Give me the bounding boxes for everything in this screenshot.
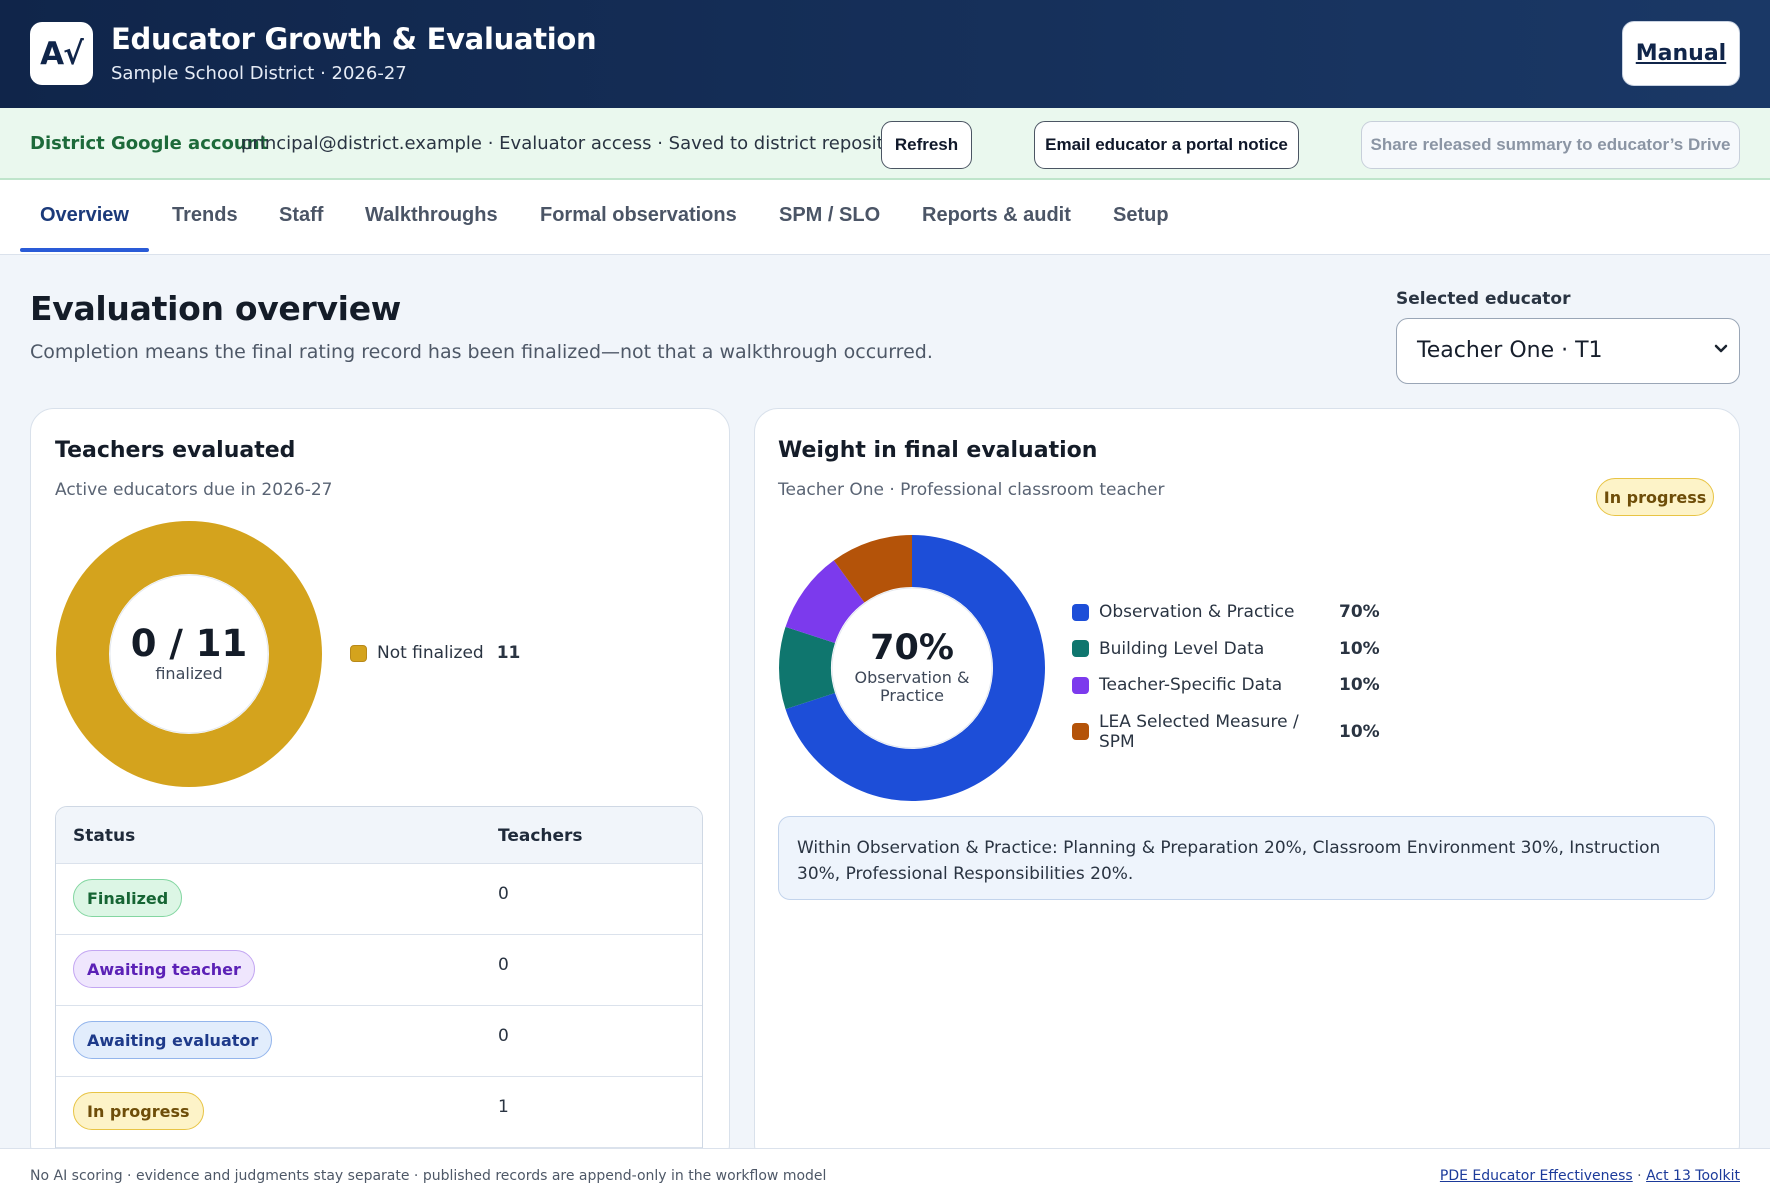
refresh-button[interactable]: Refresh (881, 121, 972, 169)
table-header: Status Teachers (56, 807, 702, 864)
tab-overview[interactable]: Overview (40, 204, 129, 226)
teacher-count: 0 (498, 884, 509, 904)
legend-value: 10% (1339, 675, 1380, 695)
pde-link[interactable]: PDE Educator Effectiveness (1439, 1168, 1633, 1184)
finalized-center-label: finalized (155, 664, 223, 683)
legend-label: Observation & Practice (1099, 602, 1295, 622)
chevron-down-icon (1714, 344, 1728, 353)
weight-slice-building-level-data (779, 626, 835, 710)
tab-bar: Overview Trends Staff Walkthroughs Forma… (0, 180, 1770, 255)
table-row: Finalized 0 (56, 864, 702, 935)
teacher-count: 0 (498, 955, 509, 975)
legend-label: LEA Selected Measure / SPM (1099, 711, 1299, 752)
table-row: In progress 1 (56, 1077, 702, 1148)
footer: No AI scoring · evidence and judgments s… (0, 1148, 1770, 1200)
legend-item: LEA Selected Measure / SPM 10% (1072, 712, 1380, 752)
status-badge: In progress (1596, 478, 1714, 516)
legend-value: 70% (1339, 602, 1380, 622)
email-notice-button[interactable]: Email educator a portal notice (1034, 121, 1299, 169)
weight-slice-teacher-specific-data (785, 560, 865, 643)
teachers-card-title: Teachers evaluated (55, 438, 296, 463)
educator-select[interactable]: Teacher One · T1 (1396, 318, 1740, 384)
table-row: Awaiting teacher 0 (56, 935, 702, 1006)
app-header: A√ Educator Growth & Evaluation Sample S… (0, 0, 1770, 108)
weight-center-value: 70% (870, 628, 954, 668)
app-title: Educator Growth & Evaluation (111, 22, 597, 56)
legend-item: Observation & Practice 70% (1072, 602, 1380, 622)
table-row: Awaiting evaluator 0 (56, 1006, 702, 1077)
weight-slice-lea-selected-measure-spm (833, 535, 912, 603)
app-subtitle: Sample School District · 2026-27 (111, 63, 407, 84)
account-label: District Google account (30, 133, 269, 154)
column-header-status: Status (73, 826, 136, 846)
tab-reports-audit[interactable]: Reports & audit (922, 204, 1071, 226)
status-table: Status Teachers Finalized 0 Awaiting tea… (55, 806, 703, 1200)
legend-not-finalized: Not finalized 11 (350, 643, 520, 663)
legend-swatch (1072, 640, 1089, 657)
legend-value: 11 (496, 643, 521, 663)
account-info: principal@district.example · Evaluator a… (241, 133, 913, 154)
footer-text: No AI scoring · evidence and judgments s… (30, 1168, 827, 1184)
weight-note-text: Within Observation & Practice: Planning … (797, 838, 1661, 884)
weight-center-label: Observation & Practice (778, 669, 1046, 705)
legend-label: Not finalized (377, 643, 484, 663)
legend-swatch (1072, 603, 1089, 621)
footer-separator: · (1637, 1168, 1642, 1184)
column-header-teachers: Teachers (498, 826, 583, 846)
legend-label: Building Level Data (1099, 638, 1265, 659)
teachers-card-subtitle: Active educators due in 2026-27 (55, 480, 333, 500)
page-subtitle: Completion means the final rating record… (30, 341, 933, 363)
legend-label: Teacher-Specific Data (1099, 675, 1283, 695)
tab-staff[interactable]: Staff (279, 204, 324, 226)
legend-value: 10% (1339, 721, 1380, 742)
finalized-donut-chart (56, 521, 322, 787)
teacher-count: 1 (498, 1097, 509, 1117)
weight-donut-chart (779, 535, 1045, 801)
status-badge-in-progress: In progress (73, 1092, 204, 1130)
share-summary-button[interactable]: Share released summary to educator’s Dri… (1361, 121, 1740, 169)
page-title: Evaluation overview (30, 289, 401, 328)
act13-link[interactable]: Act 13 Toolkit (1646, 1168, 1740, 1184)
app-logo: A√ (30, 22, 93, 85)
legend-item: Building Level Data 10% (1072, 639, 1380, 659)
educator-selector-label: Selected educator (1396, 289, 1571, 309)
weight-center-label-line2: Practice (880, 686, 944, 705)
weight-donut-hole (831, 587, 993, 749)
weight-card-subtitle: Teacher One · Professional classroom tea… (778, 480, 1165, 500)
weight-slice-observation-practice (785, 535, 1045, 801)
tab-setup[interactable]: Setup (1113, 204, 1169, 226)
finalized-center-value: 0 / 11 (130, 622, 248, 665)
status-badge-awaiting-evaluator: Awaiting evaluator (73, 1021, 273, 1059)
footer-links: PDE Educator Effectiveness · Act 13 Tool… (1440, 1168, 1740, 1184)
weight-note: Within Observation & Practice: Planning … (778, 816, 1715, 900)
account-bar: District Google account principal@distri… (0, 108, 1770, 180)
tab-formal-observations[interactable]: Formal observations (540, 204, 737, 226)
tab-spm-slo[interactable]: SPM / SLO (779, 204, 881, 226)
teacher-count: 0 (498, 1026, 509, 1046)
educator-select-value: Teacher One · T1 (1417, 338, 1603, 363)
active-tab-indicator (20, 248, 149, 252)
legend-value: 10% (1339, 638, 1380, 659)
legend-swatch (1072, 676, 1089, 694)
finalized-donut-hole (109, 574, 269, 734)
manual-button[interactable]: Manual (1622, 21, 1740, 86)
legend-swatch (1072, 723, 1089, 740)
status-badge-finalized: Finalized (73, 879, 183, 917)
weight-center-label-line1: Observation & (854, 668, 970, 687)
tab-walkthroughs[interactable]: Walkthroughs (365, 204, 498, 226)
tab-trends[interactable]: Trends (172, 204, 238, 226)
legend-swatch (350, 644, 367, 662)
status-badge-awaiting-teacher: Awaiting teacher (73, 950, 255, 988)
legend-item: Teacher-Specific Data 10% (1072, 675, 1380, 695)
finalized-slice-not-finalized (56, 521, 322, 787)
weight-card-title: Weight in final evaluation (778, 438, 1098, 463)
